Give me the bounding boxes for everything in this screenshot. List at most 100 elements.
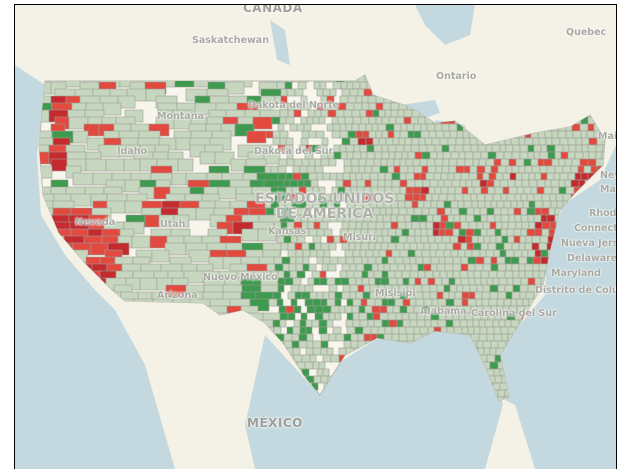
county[interactable] [538,270,546,279]
county[interactable] [328,333,337,342]
county[interactable] [134,305,153,319]
county[interactable] [381,319,390,328]
county[interactable] [435,130,445,139]
county[interactable] [175,137,191,151]
county[interactable] [363,284,371,293]
county[interactable] [405,88,413,97]
county[interactable] [406,123,415,132]
county[interactable] [500,193,508,202]
county[interactable] [414,277,422,286]
county[interactable] [404,263,412,272]
county[interactable] [501,102,511,111]
county[interactable] [285,172,294,181]
county[interactable] [334,291,343,300]
county[interactable] [210,389,229,402]
county[interactable] [387,228,397,237]
county[interactable] [452,319,461,328]
county[interactable] [292,347,301,356]
county[interactable] [173,214,190,228]
county[interactable] [505,144,514,153]
county[interactable] [264,165,272,174]
county[interactable] [463,137,471,146]
county[interactable] [276,298,284,307]
county[interactable] [330,305,340,314]
county[interactable] [438,228,446,237]
county[interactable] [534,207,542,216]
county[interactable] [340,277,350,286]
county[interactable] [497,95,507,104]
county[interactable] [322,312,330,321]
county[interactable] [355,291,364,300]
county[interactable] [290,235,298,244]
county[interactable] [296,123,305,132]
county[interactable] [460,256,469,265]
county[interactable] [582,88,590,97]
county[interactable] [352,81,361,90]
county[interactable] [584,75,592,83]
county[interactable] [532,263,540,272]
county[interactable] [394,151,403,160]
county[interactable] [283,235,292,244]
county[interactable] [241,228,259,242]
county[interactable] [567,172,576,181]
county[interactable] [361,172,371,181]
county[interactable] [521,249,529,258]
county[interactable] [385,137,394,146]
county[interactable] [293,354,303,363]
county[interactable] [483,347,491,356]
county[interactable] [447,186,456,195]
county[interactable] [489,291,499,300]
county[interactable] [460,263,469,272]
county[interactable] [513,249,523,258]
county[interactable] [488,172,497,181]
county[interactable] [485,158,495,167]
county[interactable] [474,291,483,300]
county[interactable] [407,81,417,90]
county[interactable] [290,284,300,293]
county[interactable] [514,179,523,188]
county[interactable] [351,123,360,132]
county[interactable] [499,81,508,90]
county[interactable] [442,151,452,160]
county[interactable] [420,277,429,286]
county[interactable] [486,214,496,223]
county[interactable] [277,172,287,181]
county[interactable] [584,179,593,188]
county[interactable] [283,179,291,188]
county[interactable] [477,144,487,153]
county[interactable] [568,88,578,97]
county[interactable] [403,109,413,118]
county[interactable] [521,221,530,230]
county[interactable] [297,179,305,188]
county[interactable] [362,291,371,300]
county[interactable] [409,270,419,279]
county[interactable] [372,137,380,146]
county[interactable] [546,95,555,104]
county[interactable] [554,165,564,174]
county[interactable] [493,249,501,258]
county[interactable] [337,116,346,125]
county[interactable] [337,102,347,111]
county[interactable] [429,291,438,300]
county[interactable] [399,130,409,139]
county[interactable] [465,228,475,237]
county[interactable] [480,242,489,251]
county[interactable] [418,144,428,153]
county[interactable] [560,95,568,104]
county[interactable] [421,249,431,258]
county[interactable] [594,81,602,90]
county[interactable] [306,333,314,342]
county[interactable] [511,263,520,272]
county[interactable] [482,172,490,181]
county[interactable] [521,179,530,188]
county[interactable] [318,361,326,370]
county[interactable] [318,319,328,328]
county[interactable] [512,144,521,153]
county[interactable] [548,207,556,216]
county[interactable] [484,319,494,328]
county[interactable] [431,137,441,146]
county[interactable] [524,270,534,279]
county[interactable] [289,256,297,265]
county[interactable] [587,123,595,132]
county[interactable] [476,284,484,293]
